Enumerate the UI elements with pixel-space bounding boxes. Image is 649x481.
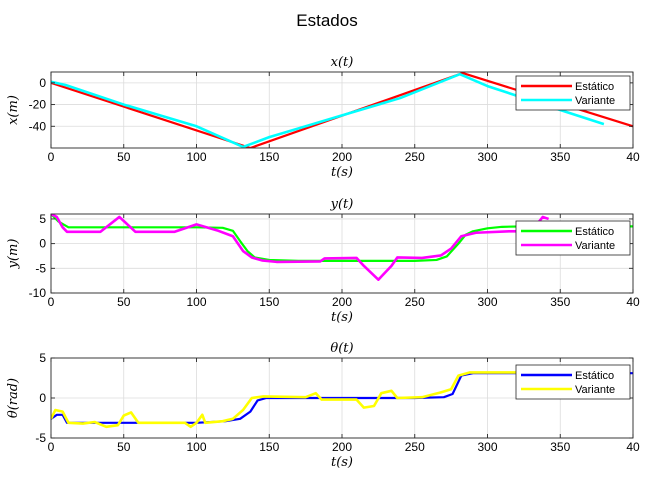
x-tick-label: 150 [259, 150, 279, 164]
x-tick-label: 300 [477, 440, 497, 454]
y-tick-label: -5 [35, 431, 46, 445]
x-tick-label: 0 [48, 150, 55, 164]
x-tick-label: 100 [186, 295, 206, 309]
x-tick-label: 50 [117, 295, 131, 309]
y-axis-label: y(m) [6, 239, 21, 270]
y-tick-label: 0 [39, 237, 46, 251]
x-tick-label: 350 [550, 150, 570, 164]
legend-label: Variante [575, 95, 615, 107]
x-tick-label: 0 [48, 440, 55, 454]
x-tick-label: 200 [332, 440, 352, 454]
legend: Estático Variante [515, 75, 631, 111]
x-tick-label: 250 [405, 150, 425, 164]
x-tick-label: 200 [332, 150, 352, 164]
x-tick-label: 50 [117, 150, 131, 164]
x-tick-label: 200 [332, 295, 352, 309]
y-tick-label: 0 [39, 391, 46, 405]
x-tick-label: 150 [259, 295, 279, 309]
y-tick-label: -20 [29, 98, 47, 112]
plot-y-of-t: 0 50 100 150 200 250 300 350 4050-5-10y(t)t(s)y(… [6, 197, 640, 325]
series-line-variante [51, 214, 550, 281]
x-tick-label: 300 [477, 295, 497, 309]
x-tick-label: 350 [550, 440, 570, 454]
legend-label: Estático [575, 370, 614, 382]
legend: Estático Variante [515, 220, 631, 256]
y-axis-label: θ(rad) [6, 378, 21, 418]
x-tick-label: 50 [117, 440, 131, 454]
plot-title: y(t) [330, 197, 354, 212]
plot-theta-of-t: 0 50 100 150 200 250 300 350 4050-5θ(t)t(s)θ(rad… [6, 341, 640, 470]
plot-x-of-t: 0 50 100 150 200 250 300 350 400-20-40x(t)t(s)x(… [6, 55, 640, 180]
x-tick-label: 100 [186, 150, 206, 164]
series-line-variante [51, 371, 546, 429]
y-tick-label: 5 [39, 212, 46, 226]
x-tick-label: 0 [48, 295, 55, 309]
x-tick-label: 100 [186, 440, 206, 454]
y-axis-label: x(m) [6, 95, 21, 125]
x-tick-label: 250 [405, 295, 425, 309]
plot-title: θ(t) [330, 341, 353, 356]
x-tick-label: 150 [259, 440, 279, 454]
legend-label: Estático [575, 81, 614, 93]
series-line-variante [51, 72, 605, 148]
x-tick-label: 250 [405, 440, 425, 454]
x-tick-label: 350 [550, 295, 570, 309]
legend-label: Variante [575, 240, 615, 252]
plot-title: x(t) [331, 55, 354, 70]
y-tick-label: -10 [29, 286, 47, 300]
y-tick-label: 5 [39, 351, 46, 365]
y-tick-label: 0 [39, 76, 46, 90]
legend-box [515, 364, 631, 400]
y-tick-label: -5 [35, 261, 46, 275]
legend-box [515, 75, 631, 111]
x-tick-label: 40 [626, 440, 640, 454]
x-axis-label: t(s) [331, 455, 353, 470]
x-tick-label: 300 [477, 150, 497, 164]
x-axis-label: t(s) [331, 310, 353, 325]
figure-suptitle: Estados [296, 11, 357, 30]
legend-label: Estático [575, 226, 614, 238]
legend-box [515, 220, 631, 256]
x-axis-label: t(s) [331, 165, 353, 180]
y-tick-label: -40 [29, 119, 47, 133]
legend: Estático Variante [515, 364, 631, 400]
x-tick-label: 40 [626, 150, 640, 164]
legend-label: Variante [575, 384, 615, 396]
x-tick-label: 40 [626, 295, 640, 309]
